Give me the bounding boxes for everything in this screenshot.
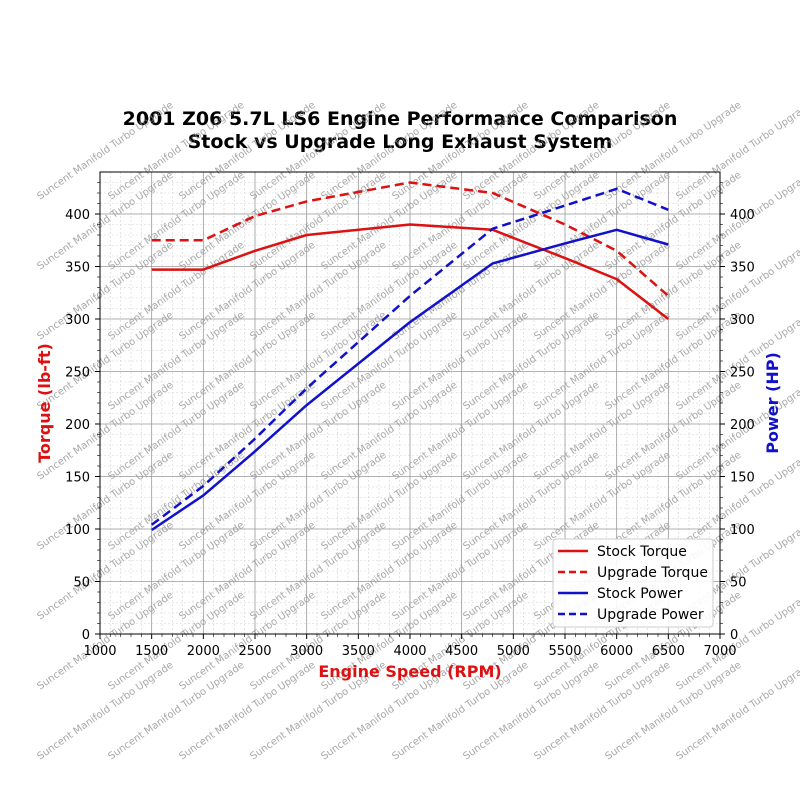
legend-box: [552, 538, 714, 628]
right-tick-label: 400: [730, 208, 755, 223]
x-tick-label: 1000: [83, 644, 116, 659]
watermark-text: Suncent Manifold Turbo Upgrade: [674, 100, 800, 203]
x-tick-label: 5000: [497, 644, 530, 659]
x-tick-label: 7000: [703, 644, 736, 659]
left-tick-label: 50: [73, 576, 90, 591]
right-tick-label: 250: [730, 366, 755, 381]
x-tick-label: 6500: [652, 644, 685, 659]
x-tick-label: 3500: [342, 644, 375, 659]
left-tick-label: 300: [65, 313, 90, 328]
series-line-stock-torque: [151, 223, 670, 320]
x-tick-label: 3000: [290, 644, 323, 659]
left-tick-label: 0: [82, 628, 90, 643]
left-axis-label: Torque (lb-ft): [35, 343, 54, 463]
legend: Stock Torque Upgrade Torque Stock Power Upg…: [552, 538, 714, 628]
x-tick-label: 4000: [393, 644, 426, 659]
x-tick-label: 6000: [600, 644, 633, 659]
legend-label: Stock Power: [597, 586, 683, 602]
right-tick-label: 100: [730, 523, 755, 538]
left-tick-label: 250: [65, 366, 90, 381]
left-tick-label: 200: [65, 418, 90, 433]
left-tick-label: 100: [65, 523, 90, 538]
series-line-upgrade-power: [150, 187, 669, 526]
series-layer: [150, 181, 670, 532]
right-tick-label: 200: [730, 418, 755, 433]
x-tick-label: 2000: [187, 644, 220, 659]
right-tick-label: 150: [730, 471, 755, 486]
chart-subtitle: Stock vs Upgrade Long Exhaust System: [187, 131, 613, 153]
x-tick-label: 4500: [445, 644, 478, 659]
legend-label: Upgrade Torque: [597, 565, 708, 581]
legend-label: Stock Torque: [597, 544, 687, 560]
x-tick-label: 5500: [548, 644, 581, 659]
x-axis-ticks: 1000 1500 2000 2500 3000 3500 4000 4500 5000 5500…: [83, 634, 737, 659]
right-tick-label: 350: [730, 261, 755, 276]
chart-title: 2001 Z06 5.7L LS6 Engine Performance Com…: [122, 108, 678, 130]
right-tick-label: 50: [730, 576, 747, 591]
x-axis-label: Engine Speed (RPM): [318, 662, 501, 681]
left-tick-label: 350: [65, 261, 90, 276]
legend-label: Upgrade Power: [597, 607, 704, 623]
right-tick-label: 300: [730, 313, 755, 328]
left-tick-label: 400: [65, 208, 90, 223]
series-line-upgrade-torque: [151, 181, 670, 297]
right-axis-ticks: 0 50 100 150 200 250 300 350 400: [720, 182, 755, 643]
series-line-stock-power: [151, 228, 669, 532]
right-axis-label: Power (HP): [763, 352, 782, 454]
left-axis-ticks: 0 50 100 150 200 250 300 350 400: [65, 182, 100, 643]
x-tick-label: 2500: [238, 644, 271, 659]
right-tick-label: 0: [730, 628, 738, 643]
left-tick-label: 150: [65, 471, 90, 486]
x-tick-label: 1500: [135, 644, 168, 659]
